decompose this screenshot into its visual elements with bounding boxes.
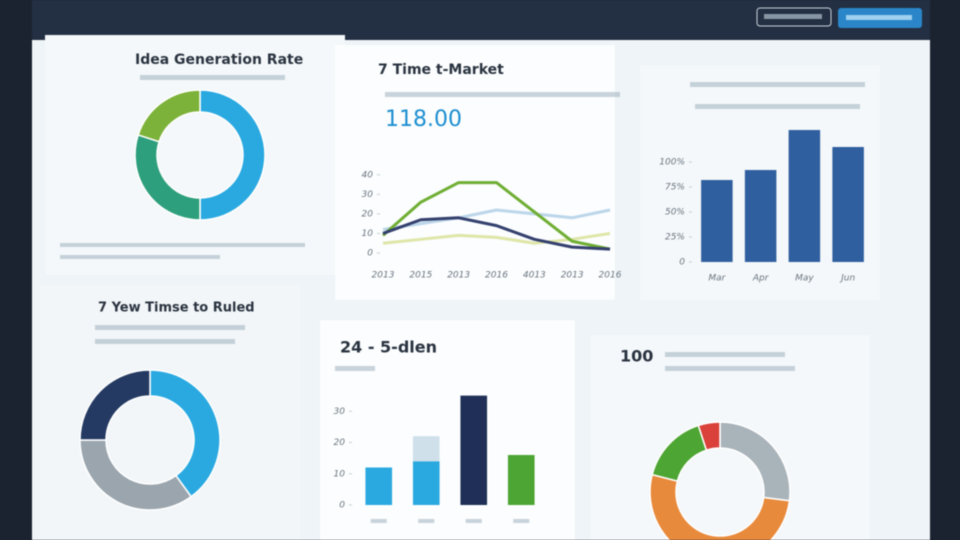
blurred-text [95,339,235,344]
bar-segment [460,395,488,505]
line-series [382,208,611,232]
blurred-text [764,14,822,19]
y-tick-label: 20 [334,438,346,448]
donut-segment [649,473,791,540]
line-series [382,231,611,245]
blurred-text [513,519,530,523]
panel-title: 7 Yew Timse to Ruled [98,301,255,316]
y-tick-label: 50% [665,208,685,218]
blurred-text [95,325,245,330]
blurred-text [140,75,285,80]
panel-title: Idea Generation Rate [135,52,303,68]
y-tick-label: 0 [367,249,373,259]
blurred-text [465,519,482,523]
y-tick-label: 10 [362,229,374,239]
bar [788,130,821,262]
blurred-text [60,255,220,259]
donut-segment [697,421,721,452]
y-tick-label: 100% [659,158,685,168]
x-tick-label: Mar [708,274,726,284]
x-tick-label: 2015 [409,271,432,281]
blurred-text [846,15,912,20]
bar-segment [412,461,440,505]
y-tick-label: 0 [679,258,685,268]
y-tick-label: 25% [665,233,685,243]
bar [744,170,777,262]
card [45,35,345,275]
y-tick-label: 30 [362,190,374,200]
line-series [382,181,611,251]
x-tick-label: May [795,274,814,284]
x-tick-label: 4013 [523,271,546,281]
donut-segment [79,369,151,441]
y-tick-label: 20 [362,209,374,219]
bar [701,180,733,262]
blurred-text [335,366,375,371]
y-tick-label: 30 [334,407,346,417]
donut-segment [199,89,266,221]
y-tick-label: 10 [334,469,346,479]
blurred-text [695,104,860,109]
donut-segment [79,439,193,511]
donut-segment [149,369,221,498]
blurred-text [60,243,305,247]
panel-title: 24 - 5-dlen [340,338,437,357]
bar [832,147,864,262]
y-tick-label: 75% [665,183,685,193]
panel-title: 7 Time t-Market [378,62,504,78]
y-tick-label: 40 [362,170,374,180]
x-tick-label: 2016 [599,271,622,281]
bar-segment [365,467,393,505]
kpi: 118.00 [385,107,462,132]
y-tick-label: 0 [339,501,345,511]
blurred-text [370,519,387,523]
blurred-text [665,352,785,357]
bar-segment [412,436,440,462]
bar-segment [507,455,535,505]
blurred-text [385,92,620,97]
x-tick-label: 2013 [372,271,395,281]
donut-segment [137,89,201,143]
x-tick-label: 2016 [485,271,508,281]
card [335,45,615,300]
line-series [382,216,611,251]
x-tick-label: Jun [839,274,855,284]
blurred-text [418,519,435,523]
blurred-text [665,366,795,371]
x-tick-label: 2013 [561,271,584,281]
panel-title: 100 [620,347,653,366]
x-tick-label: Apr [752,274,770,284]
blurred-text [690,82,865,87]
x-tick-label: 2013 [447,271,470,281]
